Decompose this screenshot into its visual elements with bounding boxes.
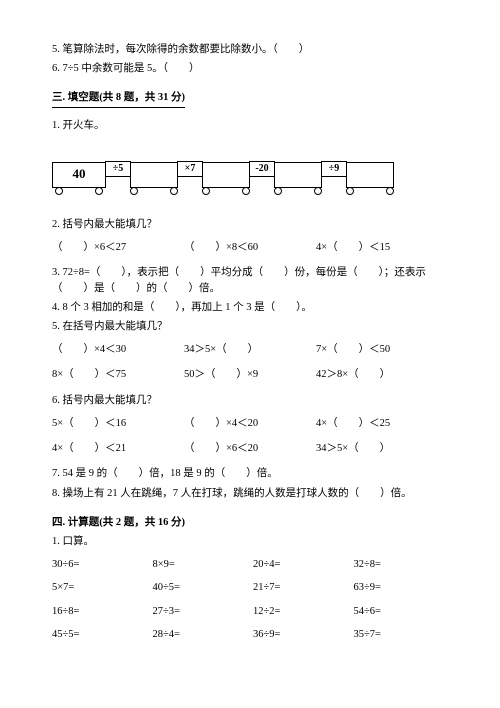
s3-q6-item: 34＞5×（ ）: [316, 441, 448, 456]
train-car-3: [202, 162, 250, 195]
s3-q2-items: （ ）×6＜27 （ ）×8＜60 4×（ ）＜15: [52, 240, 448, 255]
s3-q5-row1: （ ）×4＜30 34＞5×（ ） 7×（ ）＜50: [52, 342, 448, 357]
train-car-4: [274, 162, 322, 195]
calc-cell: 35÷7=: [354, 627, 449, 642]
s3-q3: 3. 72÷8=（ ），表示把（ ）平均分成（ ）份，每份是（ ）；还表示（ ）…: [52, 265, 448, 295]
s3-q6-row2: 4×（ ）＜21 （ ）×6＜20 34＞5×（ ）: [52, 441, 448, 456]
s3-q5-item: （ ）×4＜30: [52, 342, 184, 357]
s3-q6-item: 4×（ ）＜21: [52, 441, 184, 456]
calc-cell: 21÷7=: [253, 580, 348, 595]
calc-cell: 28÷4=: [153, 627, 248, 642]
calc-cell: 45÷5=: [52, 627, 147, 642]
s3-q6-item: （ ）×4＜20: [184, 416, 316, 431]
calc-cell: 40÷5=: [153, 580, 248, 595]
s3-q2-title: 2. 括号内最大能填几？: [52, 217, 448, 232]
s3-q6-item: 4×（ ）＜25: [316, 416, 448, 431]
s4-q1-title: 1. 口算。: [52, 534, 448, 549]
s3-q2-item: （ ）×6＜27: [52, 240, 184, 255]
calc-cell: 27÷3=: [153, 604, 248, 619]
s3-q7: 7. 54 是 9 的（ ）倍，18 是 9 的（ ）倍。: [52, 466, 448, 481]
calc-cell: 32÷8=: [354, 557, 449, 572]
train-car-5: [346, 162, 394, 195]
s3-q6-row1: 5×（ ）＜16 （ ）×4＜20 4×（ ）＜25: [52, 416, 448, 431]
judge-q6: 6. 7÷5 中余数可能是 5。（ ）: [52, 61, 448, 76]
train-op-4: ÷9: [321, 161, 347, 177]
train-op-3: -20: [249, 161, 275, 177]
calc-cell: 8×9=: [153, 557, 248, 572]
train-car-start: 40: [52, 162, 106, 195]
train-op-2: ×7: [177, 161, 203, 177]
s3-q4: 4. 8 个 3 相加的和是（ ），再加上 1 个 3 是（ ）。: [52, 300, 448, 315]
s3-q6-item: 5×（ ）＜16: [52, 416, 184, 431]
train-start-box: 40: [52, 162, 106, 188]
calc-cell: 36÷9=: [253, 627, 348, 642]
calc-cell: 16÷8=: [52, 604, 147, 619]
s3-q5-item: 42＞8×（ ）: [316, 367, 448, 382]
page: 5. 笔算除法时，每次除得的余数都要比除数小。（ ） 6. 7÷5 中余数可能是…: [0, 0, 500, 708]
judge-q5: 5. 笔算除法时，每次除得的余数都要比除数小。（ ）: [52, 42, 448, 57]
calc-cell: 30÷6=: [52, 557, 147, 572]
calc-cell: 63÷9=: [354, 580, 449, 595]
calc-cell: 54÷6=: [354, 604, 449, 619]
calc-cell: 12÷2=: [253, 604, 348, 619]
s3-q2-item: 4×（ ）＜15: [316, 240, 448, 255]
s3-q5-row2: 8×（ ）＜75 50＞（ ）×9 42＞8×（ ）: [52, 367, 448, 382]
s3-q6-title: 6. 括号内最大能填几？: [52, 393, 448, 408]
train-diagram: 40 ÷5 ×7 -20 ÷9: [52, 161, 448, 195]
s4-calc-grid: 30÷6= 8×9= 20÷4= 32÷8= 5×7= 40÷5= 21÷7= …: [52, 557, 448, 642]
s3-q5-title: 5. 在括号内最大能填几？: [52, 319, 448, 334]
s3-q8: 8. 操场上有 21 人在跳绳，7 人在打球，跳绳的人数是打球人数的（ ）倍。: [52, 486, 448, 501]
calc-cell: 20÷4=: [253, 557, 348, 572]
s3-q1-title: 1. 开火车。: [52, 118, 448, 133]
s3-q2-item: （ ）×8＜60: [184, 240, 316, 255]
s3-q5-item: 7×（ ）＜50: [316, 342, 448, 357]
s3-q5-item: 34＞5×（ ）: [184, 342, 316, 357]
train-op-1: ÷5: [105, 161, 131, 177]
s3-q5-item: 50＞（ ）×9: [184, 367, 316, 382]
section4-head: 四. 计算题(共 2 题，共 16 分): [52, 515, 448, 530]
calc-cell: 5×7=: [52, 580, 147, 595]
s3-q5-item: 8×（ ）＜75: [52, 367, 184, 382]
train-car-2: [130, 162, 178, 195]
s3-q6-item: （ ）×6＜20: [184, 441, 316, 456]
section3-head: 三. 填空题(共 8 题，共 31 分): [52, 90, 185, 107]
